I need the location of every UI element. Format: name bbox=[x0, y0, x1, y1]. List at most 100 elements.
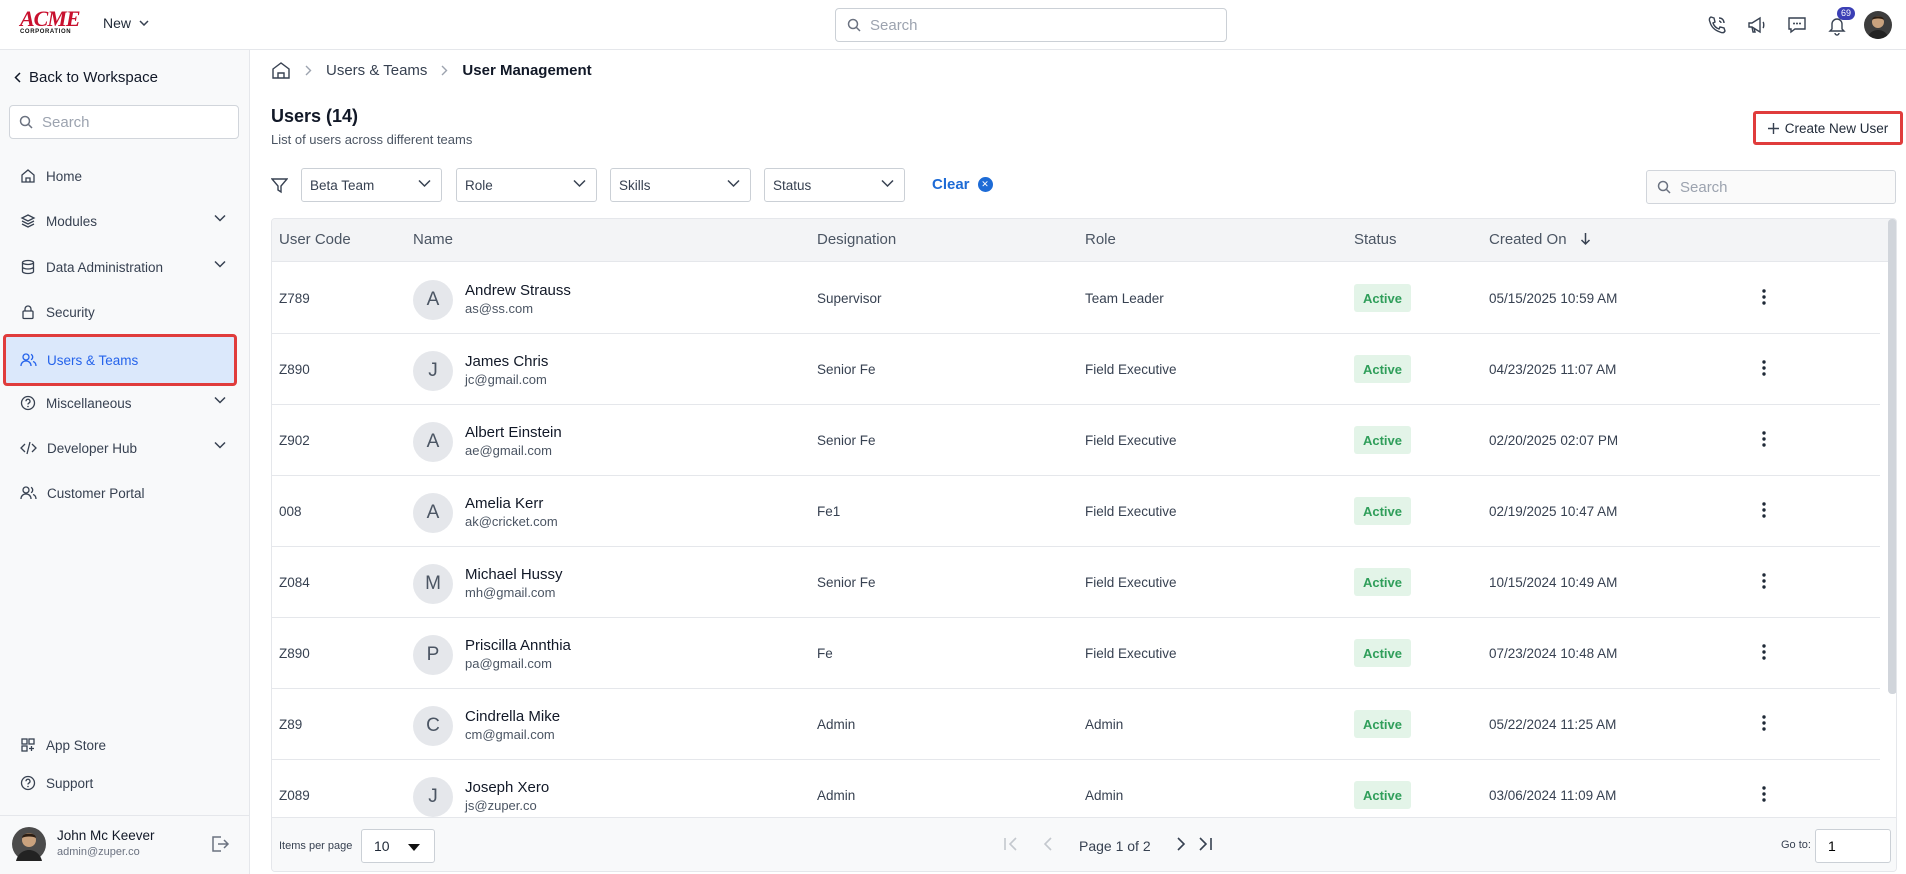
goto-label: Go to: bbox=[1781, 839, 1811, 851]
skills-filter-dropdown[interactable]: Skills bbox=[610, 168, 751, 202]
sidebar-item-data-administration[interactable]: Data Administration bbox=[4, 245, 236, 289]
items-per-page-select[interactable]: 10 bbox=[361, 829, 435, 863]
breadcrumb: Users & Teams User Management bbox=[271, 61, 592, 79]
next-page-icon[interactable] bbox=[1172, 836, 1188, 852]
role-cell: Field Executive bbox=[1085, 646, 1177, 661]
phone-icon[interactable] bbox=[1705, 13, 1729, 37]
back-to-workspace-label: Back to Workspace bbox=[29, 69, 158, 86]
search-icon bbox=[19, 115, 33, 129]
more-vertical-icon[interactable] bbox=[1762, 715, 1766, 731]
user-name-cell[interactable]: Amelia Kerr bbox=[465, 495, 544, 512]
filter-icon[interactable] bbox=[271, 177, 288, 194]
more-vertical-icon[interactable] bbox=[1762, 644, 1766, 660]
table-row[interactable]: Z890 P Priscilla Annthia pa@gmail.com Fe Fiel… bbox=[272, 618, 1880, 689]
sidebar-item-app-store[interactable]: App Store bbox=[4, 728, 236, 762]
user-name-cell[interactable]: James Chris bbox=[465, 353, 549, 370]
main-content: Users & Teams User Management Users (14)… bbox=[251, 50, 1906, 874]
new-menu-button[interactable]: New bbox=[103, 15, 149, 31]
breadcrumb-users-teams[interactable]: Users & Teams bbox=[326, 61, 428, 79]
home-icon[interactable] bbox=[271, 61, 291, 79]
company-logo[interactable]: ACME CORPORATION bbox=[20, 8, 86, 38]
created-on-cell: 04/23/2025 11:07 AM bbox=[1489, 362, 1617, 377]
user-email: admin@zuper.co bbox=[57, 846, 140, 858]
goto-page-input[interactable] bbox=[1815, 829, 1891, 863]
user-name-cell[interactable]: Priscilla Annthia bbox=[465, 637, 571, 654]
table-scrollbar[interactable] bbox=[1888, 219, 1896, 694]
first-page-icon[interactable] bbox=[1003, 836, 1019, 852]
more-vertical-icon[interactable] bbox=[1762, 431, 1766, 447]
user-name-cell[interactable]: Michael Hussy bbox=[465, 566, 563, 583]
sidebar-item-developer-hub[interactable]: Developer Hub bbox=[4, 426, 236, 470]
table-row[interactable]: Z890 J James Chris jc@gmail.com Senior Fe Fie… bbox=[272, 334, 1880, 405]
sidebar-item-customer-portal[interactable]: Customer Portal bbox=[4, 471, 236, 515]
user-name-cell[interactable]: Joseph Xero bbox=[465, 779, 550, 796]
more-vertical-icon[interactable] bbox=[1762, 289, 1766, 305]
megaphone-icon[interactable] bbox=[1745, 13, 1769, 37]
more-vertical-icon[interactable] bbox=[1762, 573, 1766, 589]
sidebar-item-label: App Store bbox=[46, 737, 107, 753]
team-filter-dropdown[interactable]: Beta Team bbox=[301, 168, 442, 202]
user-avatar[interactable] bbox=[1864, 11, 1892, 39]
table-search[interactable] bbox=[1646, 170, 1896, 204]
column-header-designation[interactable]: Designation bbox=[817, 231, 897, 248]
back-to-workspace-link[interactable]: Back to Workspace bbox=[14, 69, 158, 86]
home-icon bbox=[21, 169, 35, 183]
role-filter-dropdown[interactable]: Role bbox=[456, 168, 597, 202]
sidebar-item-miscellaneous[interactable]: Miscellaneous bbox=[4, 381, 236, 425]
table-row[interactable]: Z89 C Cindrella Mike cm@gmail.com Admin Admin… bbox=[272, 689, 1880, 760]
column-header-status[interactable]: Status bbox=[1354, 231, 1397, 248]
avatar[interactable] bbox=[12, 827, 46, 861]
chevron-down-icon bbox=[214, 396, 226, 404]
global-search[interactable] bbox=[835, 8, 1227, 42]
table-row[interactable]: Z789 A Andrew Strauss as@ss.com Supervisor Te… bbox=[272, 263, 1880, 334]
global-search-input[interactable] bbox=[870, 16, 1190, 34]
sidebar-item-home[interactable]: Home bbox=[4, 154, 236, 198]
table-row[interactable]: Z902 A Albert Einstein ae@gmail.com Senior F… bbox=[272, 405, 1880, 476]
more-vertical-icon[interactable] bbox=[1762, 360, 1766, 376]
logout-icon[interactable] bbox=[210, 835, 230, 853]
last-page-icon[interactable] bbox=[1197, 836, 1213, 852]
chevron-right-icon bbox=[441, 65, 448, 75]
user-name-cell[interactable]: Albert Einstein bbox=[465, 424, 562, 441]
user-name-cell[interactable]: Cindrella Mike bbox=[465, 708, 561, 725]
more-vertical-icon[interactable] bbox=[1762, 502, 1766, 518]
clear-filters-button[interactable]: Clear ✕ bbox=[932, 176, 993, 193]
table-row[interactable]: Z089 J Joseph Xero js@zuper.co Admin Admin Act… bbox=[272, 760, 1880, 831]
sidebar-search[interactable] bbox=[9, 105, 239, 139]
new-menu-label: New bbox=[103, 15, 132, 31]
code-icon bbox=[20, 441, 37, 455]
top-bar: ACME CORPORATION New 69 bbox=[0, 0, 1906, 50]
team-filter-value: Beta Team bbox=[310, 177, 375, 193]
status-badge: Active bbox=[1354, 355, 1411, 383]
sidebar-item-modules[interactable]: Modules bbox=[4, 199, 236, 243]
chat-icon[interactable] bbox=[1785, 13, 1809, 37]
sidebar-item-label: Home bbox=[46, 168, 83, 184]
more-vertical-icon[interactable] bbox=[1762, 786, 1766, 802]
sidebar-item-users-teams[interactable]: Users & Teams bbox=[3, 334, 237, 386]
created-on-cell: 05/15/2025 10:59 AM bbox=[1489, 291, 1618, 306]
sidebar-item-security[interactable]: Security bbox=[4, 290, 236, 334]
avatar: J bbox=[413, 777, 453, 817]
sidebar-item-support[interactable]: Support bbox=[4, 766, 236, 800]
items-per-page-label: Items per page bbox=[279, 840, 353, 852]
status-filter-dropdown[interactable]: Status bbox=[764, 168, 905, 202]
column-header-user-code[interactable]: User Code bbox=[279, 231, 351, 248]
table-row[interactable]: 008 A Amelia Kerr ak@cricket.com Fe1 Field Ex… bbox=[272, 476, 1880, 547]
table-row[interactable]: Z084 M Michael Hussy mh@gmail.com Senior Fe F… bbox=[272, 547, 1880, 618]
bell-icon[interactable]: 69 bbox=[1825, 7, 1855, 37]
arrow-down-icon[interactable] bbox=[1580, 232, 1591, 246]
create-new-user-button[interactable]: Create New User bbox=[1753, 111, 1903, 145]
status-filter-value: Status bbox=[773, 177, 812, 193]
caret-down-icon bbox=[408, 844, 420, 851]
user-email-cell: pa@gmail.com bbox=[465, 656, 552, 671]
column-header-created-on[interactable]: Created On bbox=[1489, 231, 1567, 248]
user-name-cell[interactable]: Andrew Strauss bbox=[465, 282, 571, 299]
column-header-name[interactable]: Name bbox=[413, 231, 454, 248]
users-icon bbox=[20, 486, 37, 500]
user-code-cell: Z89 bbox=[279, 717, 303, 732]
table-search-input[interactable] bbox=[1680, 178, 1880, 196]
column-header-role[interactable]: Role bbox=[1085, 231, 1116, 248]
previous-page-icon[interactable] bbox=[1041, 836, 1057, 852]
role-cell: Admin bbox=[1085, 788, 1124, 803]
sidebar-search-input[interactable] bbox=[42, 113, 222, 131]
